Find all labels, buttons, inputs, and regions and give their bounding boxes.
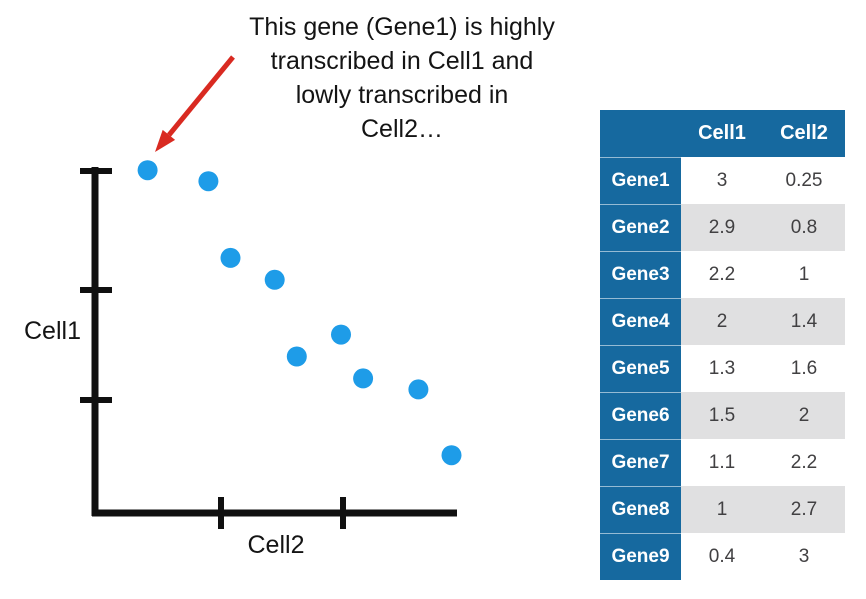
arrow-shaft	[167, 55, 235, 137]
cell-value: 3	[763, 533, 845, 580]
annotation-line-3: lowly transcribed in	[295, 81, 509, 109]
row-label: Gene3	[600, 250, 681, 298]
table-row: Gene2 2.9 0.8	[600, 203, 845, 251]
cell-value: 1.1	[681, 439, 763, 486]
corner-cell	[600, 110, 681, 157]
row-label: Gene4	[600, 297, 681, 345]
x-axis-label: Cell2	[247, 531, 305, 559]
cell-value: 1.5	[681, 392, 763, 439]
table-row: Gene3 2.2 1	[600, 250, 845, 298]
cell-value: 1	[681, 486, 763, 533]
table-row: Gene7 1.1 2.2	[600, 438, 845, 486]
data-point-gene8	[408, 379, 429, 400]
cell-value: 2.2	[763, 439, 845, 486]
table-header-row: Cell1 Cell2	[600, 110, 845, 157]
row-label: Gene8	[600, 485, 681, 533]
column-header-cell2: Cell2	[763, 110, 845, 157]
cell-value: 2	[763, 392, 845, 439]
column-header-cell1: Cell1	[681, 110, 763, 157]
cell-value: 1	[763, 251, 845, 298]
annotation-line-4: Cell2…	[361, 115, 443, 143]
annotation-arrow	[155, 55, 235, 152]
scatter-plot	[80, 55, 462, 529]
arrow-head	[155, 129, 176, 152]
row-label: Gene2	[600, 203, 681, 251]
data-points	[137, 160, 462, 466]
data-point-gene1	[137, 160, 158, 181]
row-label: Gene7	[600, 438, 681, 486]
row-label: Gene1	[600, 156, 681, 204]
cell-value: 0.8	[763, 204, 845, 251]
row-label: Gene5	[600, 344, 681, 392]
table-row: Gene4 2 1.4	[600, 297, 845, 345]
data-point-gene5	[286, 346, 307, 367]
axes	[80, 167, 457, 529]
data-point-gene3	[220, 247, 241, 268]
row-label: Gene6	[600, 391, 681, 439]
cell-value: 2.7	[763, 486, 845, 533]
table-row: Gene8 1 2.7	[600, 485, 845, 533]
cell-value: 1.6	[763, 345, 845, 392]
annotation-line-2: transcribed in Cell1 and	[270, 47, 534, 75]
data-point-gene9	[441, 445, 462, 466]
table-row: Gene5 1.3 1.6	[600, 344, 845, 392]
data-point-gene6	[331, 324, 351, 345]
data-point-gene2	[198, 171, 219, 192]
data-point-gene4	[264, 269, 285, 290]
cell-value: 0.25	[763, 157, 845, 204]
cell-value: 2.2	[681, 251, 763, 298]
cell-value: 1.4	[763, 298, 845, 345]
cell-value: 3	[681, 157, 763, 204]
cell-value: 2.9	[681, 204, 763, 251]
annotation-line-1: This gene (Gene1) is highly	[249, 13, 555, 41]
gene-expression-table: Cell1 Cell2 Gene1 3 0.25 Gene2 2.9 0.8 G…	[600, 110, 845, 580]
annotation: This gene (Gene1) is highly transcribed …	[212, 10, 592, 146]
cell-value: 1.3	[681, 345, 763, 392]
table-row: Gene6 1.5 2	[600, 391, 845, 439]
table-row: Gene1 3 0.25	[600, 156, 845, 204]
cell-value: 0.4	[681, 533, 763, 580]
table-row: Gene9 0.4 3	[600, 532, 845, 580]
y-axis-label: Cell1	[24, 317, 81, 345]
cell-value: 2	[681, 298, 763, 345]
data-point-gene7	[353, 368, 374, 389]
row-label: Gene9	[600, 532, 681, 580]
